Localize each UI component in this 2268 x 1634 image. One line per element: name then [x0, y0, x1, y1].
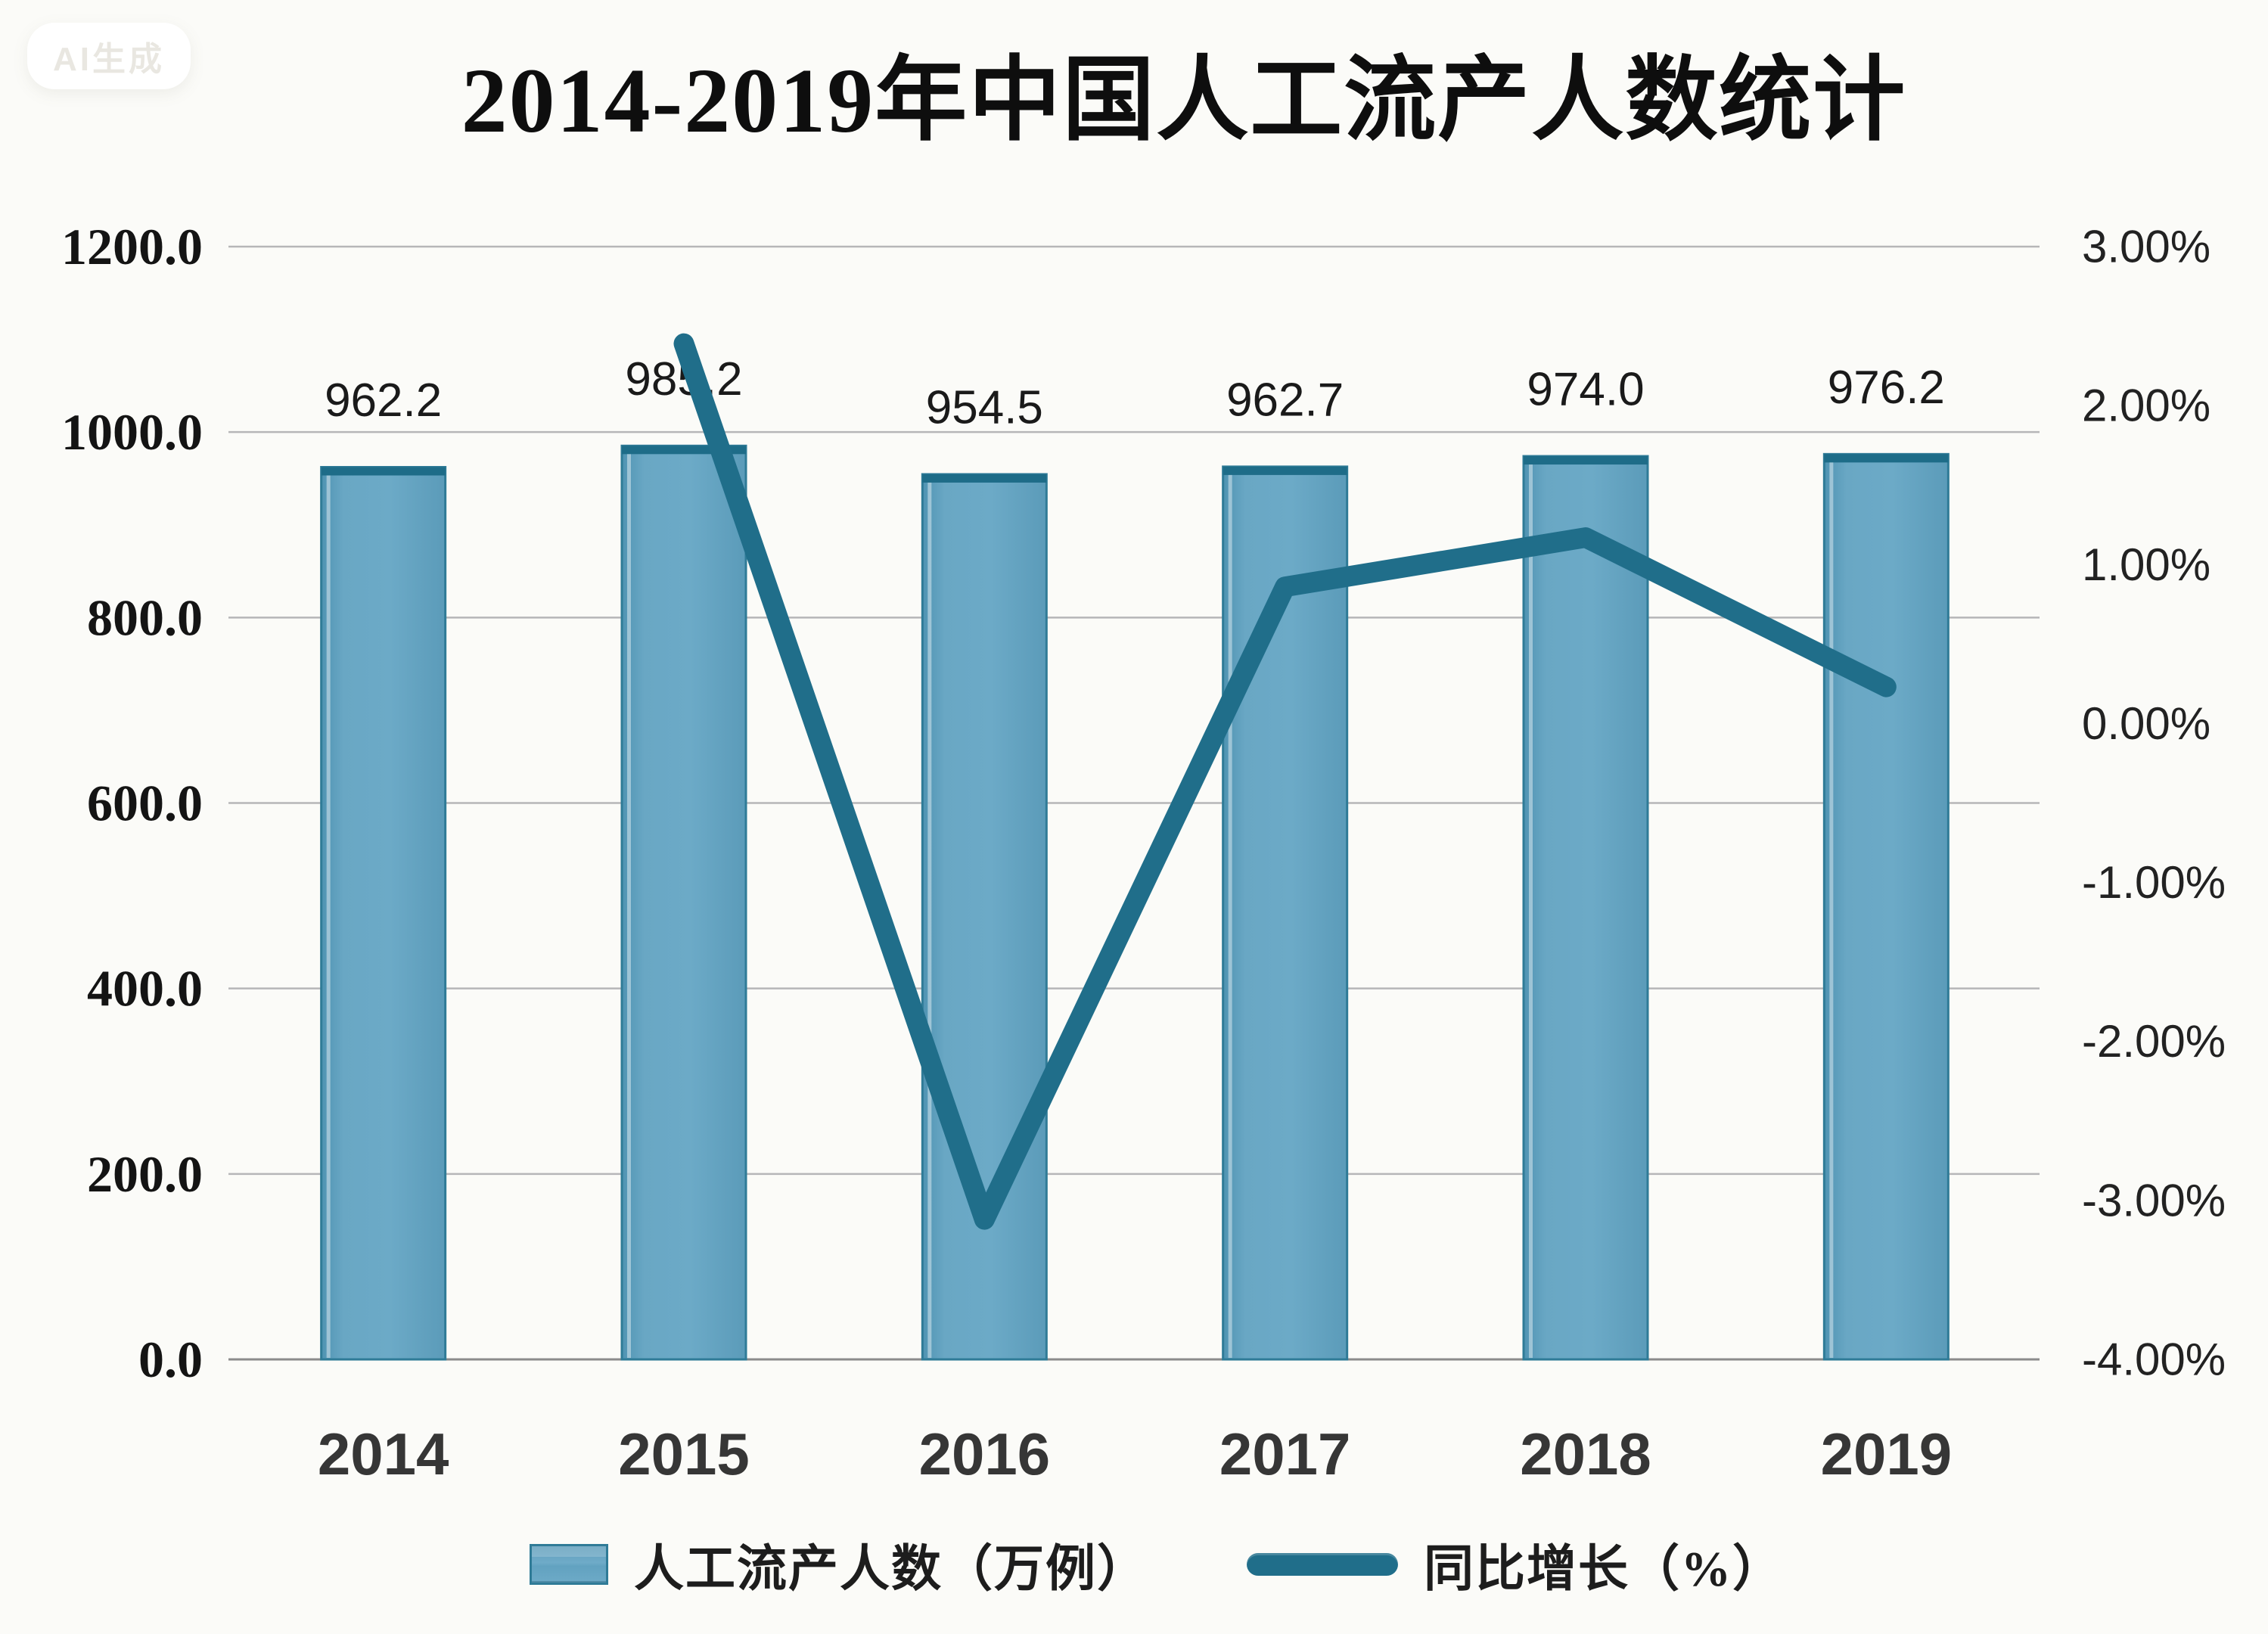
bar-top-edge — [321, 467, 446, 476]
bar-top-edge — [922, 474, 1047, 483]
bar-highlight — [326, 475, 331, 1358]
x-axis-label-2019: 2019 — [1821, 1421, 1953, 1487]
right-axis-tick: 0.00% — [2082, 698, 2211, 749]
x-axis-label-2016: 2016 — [919, 1421, 1051, 1487]
right-axis-tick: -1.00% — [2082, 857, 2226, 908]
bar-top-edge — [622, 446, 746, 455]
bar-2018 — [1522, 455, 1649, 1361]
bar-highlight — [1228, 474, 1232, 1358]
legend-item-bar-series: 人工流产人数（万例） — [530, 1528, 1148, 1601]
bar-series-label: 人工流产人数（万例） — [634, 1542, 1148, 1597]
bar-series-swatch-icon — [530, 1544, 608, 1585]
right-axis-tick: 1.00% — [2082, 539, 2211, 590]
bar-value-label: 962.2 — [325, 374, 442, 427]
growth-line-series — [673, 333, 1897, 1230]
bar-value-label: 974.0 — [1527, 364, 1644, 416]
chart-title: 2014-2019年中国人工流产人数统计 — [461, 50, 1907, 152]
bar-value-label: 976.2 — [1828, 362, 1945, 414]
x-axis-label-2014: 2014 — [318, 1421, 449, 1487]
right-axis-tick: -2.00% — [2082, 1016, 2226, 1067]
x-axis-label-2017: 2017 — [1219, 1421, 1351, 1487]
left-axis-tick: 600.0 — [87, 775, 203, 832]
line-series-label: 同比增长（%） — [1424, 1542, 1784, 1597]
left-axis-tick: 200.0 — [87, 1145, 203, 1203]
bar-2019 — [1822, 452, 1950, 1361]
bar-value-label: 962.7 — [1226, 374, 1344, 426]
right-axis-tick: -4.00% — [2082, 1334, 2226, 1385]
bar-top-edge — [1824, 454, 1949, 463]
bar-top-edge — [1524, 456, 1648, 465]
bar-highlight — [927, 482, 932, 1358]
bar-2015 — [620, 444, 747, 1361]
bar-2014 — [320, 466, 447, 1361]
bar-highlight — [627, 454, 631, 1358]
right-axis-tick: 2.00% — [2082, 381, 2211, 431]
legend-item-line-series: 同比增长（%） — [1247, 1528, 1784, 1601]
line-series-swatch-icon — [1247, 1553, 1398, 1576]
right-axis-tick: -3.00% — [2082, 1175, 2226, 1226]
bar-2017 — [1222, 465, 1349, 1361]
bar-highlight — [1829, 462, 1834, 1358]
right-axis-tick: 3.00% — [2082, 222, 2211, 272]
left-axis-tick: 1000.0 — [61, 403, 203, 461]
bar-top-edge — [1223, 466, 1347, 475]
left-axis-tick: 0.0 — [138, 1331, 203, 1388]
bar-value-label: 954.5 — [926, 381, 1043, 433]
ai-generated-watermark: AI生成 — [27, 23, 191, 89]
legend: 人工流产人数（万例） 同比增长（%） — [23, 1527, 2268, 1602]
left-axis-tick: 400.0 — [87, 960, 203, 1017]
left-axis-tick: 1200.0 — [61, 218, 203, 275]
left-axis-tick: 800.0 — [87, 589, 203, 646]
bar-highlight — [1529, 464, 1533, 1358]
x-axis-label-2015: 2015 — [618, 1421, 750, 1487]
x-axis-label-2018: 2018 — [1520, 1421, 1651, 1487]
